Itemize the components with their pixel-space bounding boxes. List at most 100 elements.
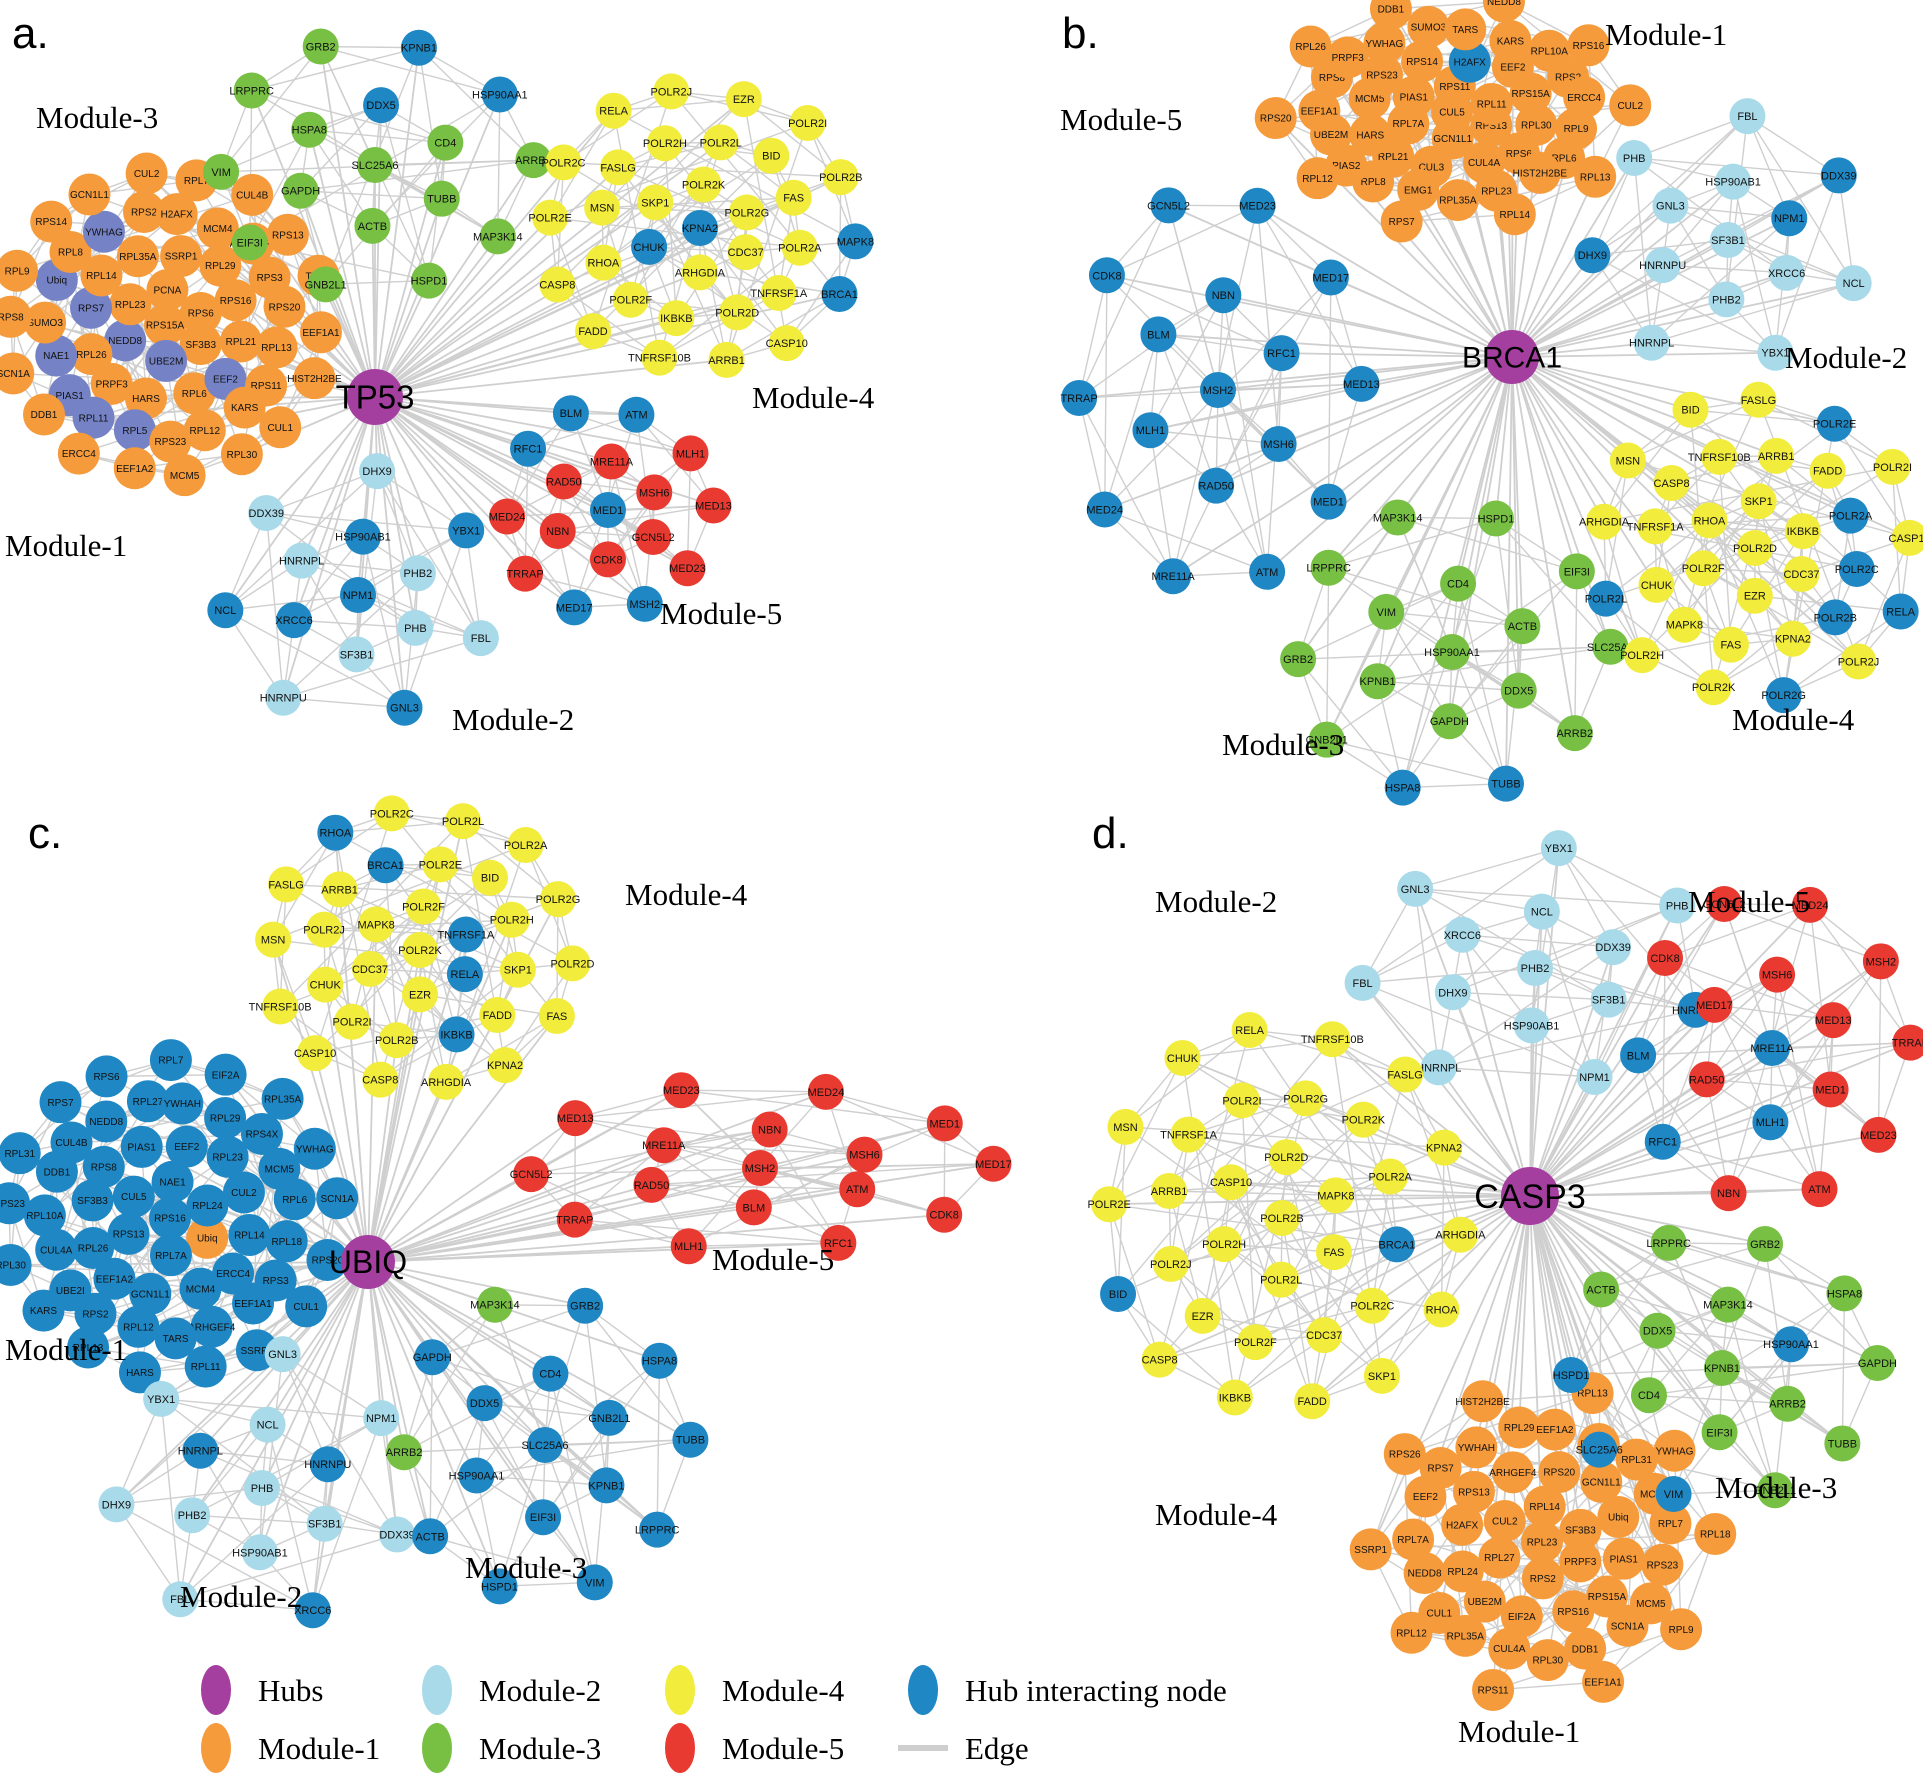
node-circle[interactable] [71,1179,114,1222]
node-circle[interactable] [1296,157,1339,200]
node-circle[interactable] [334,1003,371,1040]
node-circle[interactable] [282,172,319,209]
node-xrcc6[interactable]: XRCC6 [275,602,313,639]
node-fas[interactable]: FAS [538,997,575,1034]
node-circle[interactable] [1151,1172,1188,1209]
node-dhx9[interactable]: DHX9 [98,1486,135,1523]
node-circle[interactable] [283,542,320,579]
node-casp8[interactable]: CASP8 [539,266,576,303]
node-fbl[interactable]: FBL [462,620,499,657]
node-med23[interactable]: MED23 [669,550,706,587]
node-eif3i[interactable]: EIF3I [525,1499,562,1536]
node-circle[interactable] [645,1127,682,1164]
node-circle[interactable] [1383,1433,1426,1476]
node-circle[interactable] [302,28,339,65]
node-circle[interactable] [1688,1061,1725,1098]
node-mcm5[interactable]: MCM5 [163,454,206,497]
node-circle[interactable] [539,266,576,303]
node-mlh1[interactable]: MLH1 [672,435,709,472]
node-circle[interactable] [631,228,668,265]
node-rpl11[interactable]: RPL11 [184,1345,227,1388]
node-circle[interactable] [1706,885,1743,922]
node-circle[interactable] [255,921,292,958]
node-circle[interactable] [1860,1116,1897,1153]
node-circle[interactable] [1838,551,1875,588]
node-circle[interactable] [1633,324,1670,361]
node-med23[interactable]: MED23 [1860,1116,1897,1153]
node-casp8[interactable]: CASP8 [362,1061,398,1098]
node-circle[interactable] [1615,1438,1658,1481]
node-circle[interactable] [129,1272,172,1315]
node-circle[interactable] [1583,1271,1620,1308]
node-med13[interactable]: MED13 [695,487,732,524]
node-circle[interactable] [232,1282,275,1325]
node-circle[interactable] [220,433,263,476]
node-circle[interactable] [576,1564,613,1601]
node-ube2m[interactable]: UBE2M [145,339,188,382]
node-cdk8[interactable]: CDK8 [1647,939,1684,976]
node-circle[interactable] [1574,155,1617,198]
node-hsp90ab1[interactable]: HSP90AB1 [1504,1007,1560,1044]
node-circle[interactable] [264,1336,301,1373]
node-circle[interactable] [789,104,826,141]
node-circle[interactable] [212,1252,255,1295]
node-circle[interactable] [633,1166,670,1203]
node-circle[interactable] [0,295,32,338]
node-rps13[interactable]: RPS13 [266,213,309,256]
node-circle[interactable] [1812,1071,1849,1108]
node-circle[interactable] [447,916,484,953]
node-circle[interactable] [1452,1470,1495,1513]
node-circle[interactable] [1638,566,1675,603]
node-circle[interactable] [1254,97,1297,140]
node-circle[interactable] [557,1100,594,1137]
node-circle[interactable] [1380,200,1423,243]
node-circle[interactable] [653,73,690,110]
node-actb[interactable]: ACTB [1583,1271,1620,1308]
node-circle[interactable] [1874,448,1911,485]
node-circle[interactable] [67,1326,110,1369]
node-circle[interactable] [199,244,242,287]
node-circle[interactable] [1216,1379,1253,1416]
node-npm1[interactable]: NPM1 [1576,1058,1613,1095]
node-circle[interactable] [412,1518,449,1555]
node-circle[interactable] [1517,950,1553,986]
node-msh6[interactable]: MSH6 [1759,956,1796,993]
node-circle[interactable] [1132,412,1169,449]
node-circle[interactable] [1100,1275,1137,1312]
node-arhgdia[interactable]: ARHGDIA [421,1063,472,1100]
node-circle[interactable] [402,976,439,1013]
node-blm[interactable]: BLM [1620,1037,1657,1074]
node-cul2[interactable]: CUL2 [1609,84,1652,127]
node-rpl35a[interactable]: RPL35A [1436,179,1479,222]
node-circle[interactable] [0,1182,31,1225]
node-kpnb1[interactable]: KPNB1 [1704,1350,1740,1386]
node-circle[interactable] [639,1511,676,1548]
node-circle[interactable] [1268,1139,1305,1176]
node-circle[interactable] [636,474,673,511]
node-rpl11[interactable]: RPL11 [1470,82,1513,125]
node-circle[interactable] [1326,36,1369,79]
node-hnrnpl[interactable]: HNRNPL [279,542,324,579]
node-circle[interactable] [1757,1472,1794,1509]
node-msh6[interactable]: MSH6 [636,474,673,511]
node-rhoa[interactable]: RHOA [585,244,622,281]
node-circle[interactable] [259,406,302,449]
node-circle[interactable] [626,585,663,622]
node-circle[interactable] [363,87,400,124]
node-circle[interactable] [591,1399,628,1436]
node-circle[interactable] [1595,929,1632,966]
node-med13[interactable]: MED13 [557,1100,594,1137]
node-scn1a[interactable]: SCN1A [316,1177,359,1220]
node-circle[interactable] [1379,499,1416,536]
node-circle[interactable] [1489,20,1532,63]
node-circle[interactable] [1695,669,1732,706]
node-circle[interactable] [219,320,262,363]
node-lrpprc[interactable]: LRPPRC [1306,549,1351,586]
node-rpl14[interactable]: RPL14 [1493,193,1536,236]
node-circle[interactable] [109,283,152,326]
node-skp1[interactable]: SKP1 [499,951,536,988]
node-rpl12[interactable]: RPL12 [1296,157,1339,200]
node-circle[interactable] [807,1073,844,1110]
node-circle[interactable] [214,279,257,322]
node-circle[interactable] [1470,82,1513,125]
